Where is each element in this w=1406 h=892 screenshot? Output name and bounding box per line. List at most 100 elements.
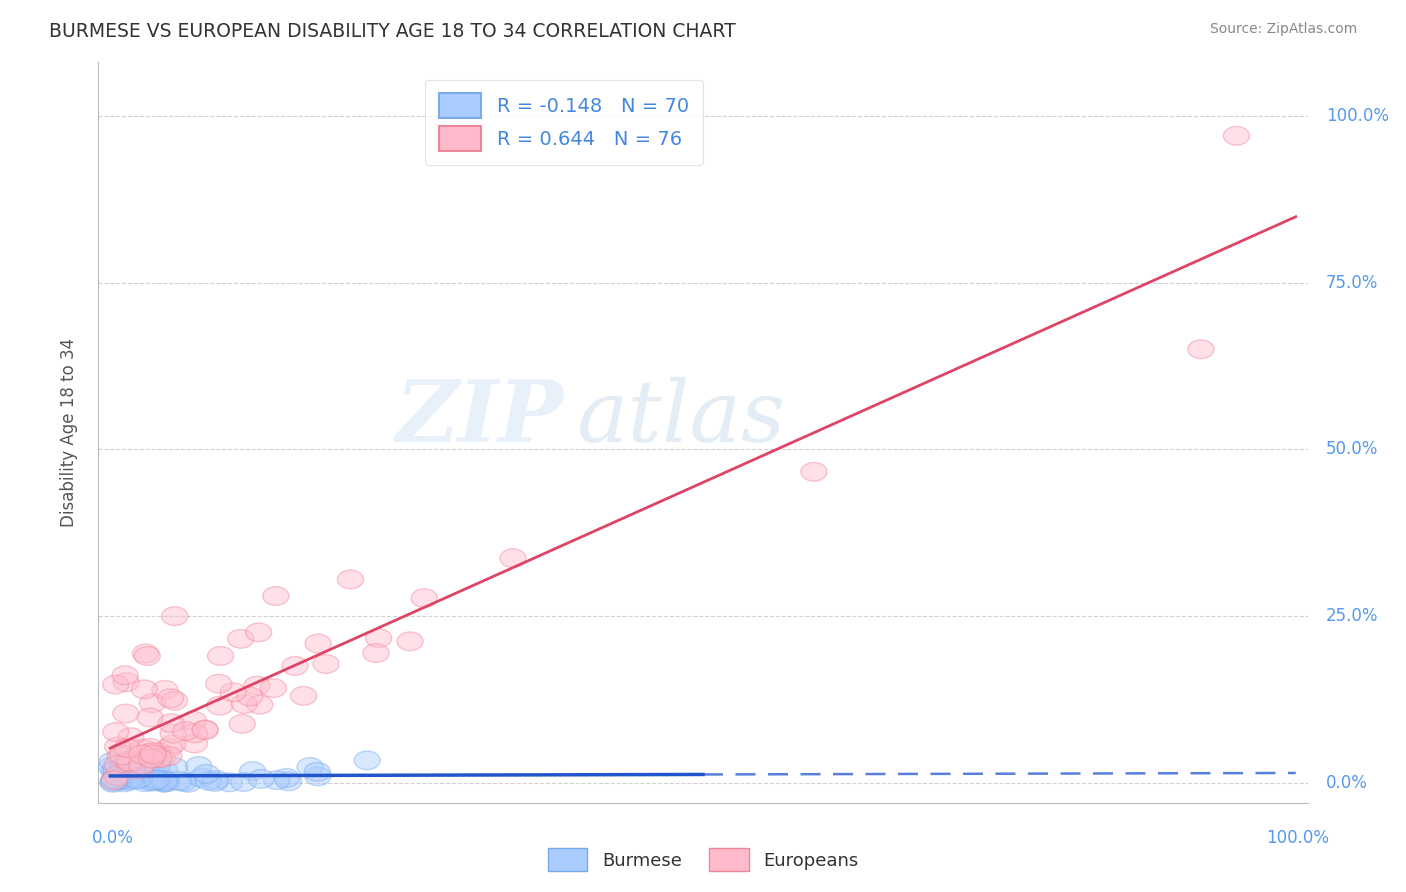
Ellipse shape	[157, 689, 184, 707]
Ellipse shape	[100, 773, 127, 792]
Ellipse shape	[124, 767, 150, 786]
Ellipse shape	[193, 720, 218, 739]
Ellipse shape	[127, 769, 152, 788]
Ellipse shape	[103, 723, 129, 741]
Ellipse shape	[149, 748, 176, 767]
Ellipse shape	[107, 768, 132, 787]
Y-axis label: Disability Age 18 to 34: Disability Age 18 to 34	[59, 338, 77, 527]
Ellipse shape	[1223, 127, 1250, 145]
Ellipse shape	[134, 647, 160, 665]
Ellipse shape	[129, 745, 155, 764]
Ellipse shape	[195, 772, 221, 790]
Ellipse shape	[229, 714, 256, 733]
Ellipse shape	[101, 771, 128, 789]
Ellipse shape	[135, 744, 160, 763]
Ellipse shape	[260, 679, 287, 698]
Ellipse shape	[118, 728, 143, 747]
Ellipse shape	[128, 756, 155, 774]
Ellipse shape	[101, 770, 128, 789]
Ellipse shape	[104, 766, 129, 785]
Ellipse shape	[111, 773, 138, 791]
Ellipse shape	[160, 735, 186, 754]
Ellipse shape	[107, 764, 134, 782]
Ellipse shape	[231, 695, 257, 714]
Ellipse shape	[117, 772, 142, 790]
Ellipse shape	[110, 771, 135, 789]
Ellipse shape	[366, 629, 392, 648]
Ellipse shape	[181, 734, 208, 753]
Ellipse shape	[152, 761, 177, 780]
Legend: R = -0.148   N = 70, R = 0.644   N = 76: R = -0.148 N = 70, R = 0.644 N = 76	[425, 79, 703, 164]
Text: 75.0%: 75.0%	[1326, 274, 1378, 292]
Ellipse shape	[103, 760, 129, 779]
Ellipse shape	[236, 687, 263, 706]
Ellipse shape	[150, 773, 177, 792]
Ellipse shape	[107, 747, 134, 766]
Ellipse shape	[118, 764, 145, 782]
Text: 0.0%: 0.0%	[1326, 773, 1368, 792]
Ellipse shape	[132, 772, 157, 791]
Ellipse shape	[107, 763, 134, 781]
Ellipse shape	[153, 772, 180, 791]
Ellipse shape	[146, 743, 172, 762]
Ellipse shape	[243, 676, 270, 695]
Ellipse shape	[228, 630, 253, 648]
Ellipse shape	[111, 768, 136, 786]
Ellipse shape	[141, 772, 167, 790]
Ellipse shape	[297, 757, 323, 776]
Ellipse shape	[276, 772, 302, 790]
Ellipse shape	[188, 768, 215, 787]
Ellipse shape	[208, 647, 233, 665]
Ellipse shape	[112, 666, 138, 684]
Ellipse shape	[127, 760, 153, 779]
Ellipse shape	[305, 767, 330, 786]
Ellipse shape	[118, 768, 143, 787]
Ellipse shape	[118, 762, 143, 780]
Ellipse shape	[193, 764, 219, 783]
Ellipse shape	[162, 607, 188, 625]
Ellipse shape	[263, 771, 290, 789]
Ellipse shape	[173, 722, 198, 740]
Text: 25.0%: 25.0%	[1326, 607, 1378, 625]
Ellipse shape	[160, 724, 186, 743]
Ellipse shape	[231, 772, 257, 791]
Ellipse shape	[170, 772, 197, 791]
Ellipse shape	[246, 623, 271, 641]
Ellipse shape	[207, 697, 233, 715]
Ellipse shape	[193, 721, 218, 739]
Ellipse shape	[152, 770, 177, 789]
Ellipse shape	[100, 752, 125, 771]
Ellipse shape	[337, 570, 364, 589]
Ellipse shape	[139, 694, 166, 713]
Text: 0.0%: 0.0%	[91, 829, 134, 847]
Text: ZIP: ZIP	[396, 376, 564, 459]
Ellipse shape	[156, 739, 181, 757]
Ellipse shape	[501, 549, 526, 567]
Ellipse shape	[101, 772, 127, 789]
Ellipse shape	[143, 746, 170, 764]
Legend: Burmese, Europeans: Burmese, Europeans	[540, 841, 866, 879]
Ellipse shape	[105, 764, 132, 782]
Ellipse shape	[114, 739, 141, 757]
Ellipse shape	[186, 756, 212, 775]
Ellipse shape	[129, 739, 156, 758]
Ellipse shape	[304, 763, 330, 781]
Text: atlas: atlas	[576, 376, 785, 459]
Ellipse shape	[396, 632, 423, 650]
Ellipse shape	[110, 767, 135, 786]
Ellipse shape	[146, 748, 172, 767]
Ellipse shape	[112, 704, 139, 723]
Ellipse shape	[117, 751, 143, 770]
Ellipse shape	[205, 674, 232, 693]
Ellipse shape	[354, 751, 380, 770]
Ellipse shape	[156, 747, 181, 765]
Ellipse shape	[153, 773, 179, 792]
Ellipse shape	[115, 752, 141, 771]
Ellipse shape	[134, 762, 159, 780]
Ellipse shape	[217, 772, 242, 791]
Text: 100.0%: 100.0%	[1265, 829, 1329, 847]
Ellipse shape	[152, 681, 179, 699]
Ellipse shape	[132, 644, 159, 663]
Text: Source: ZipAtlas.com: Source: ZipAtlas.com	[1209, 22, 1357, 37]
Ellipse shape	[124, 770, 149, 789]
